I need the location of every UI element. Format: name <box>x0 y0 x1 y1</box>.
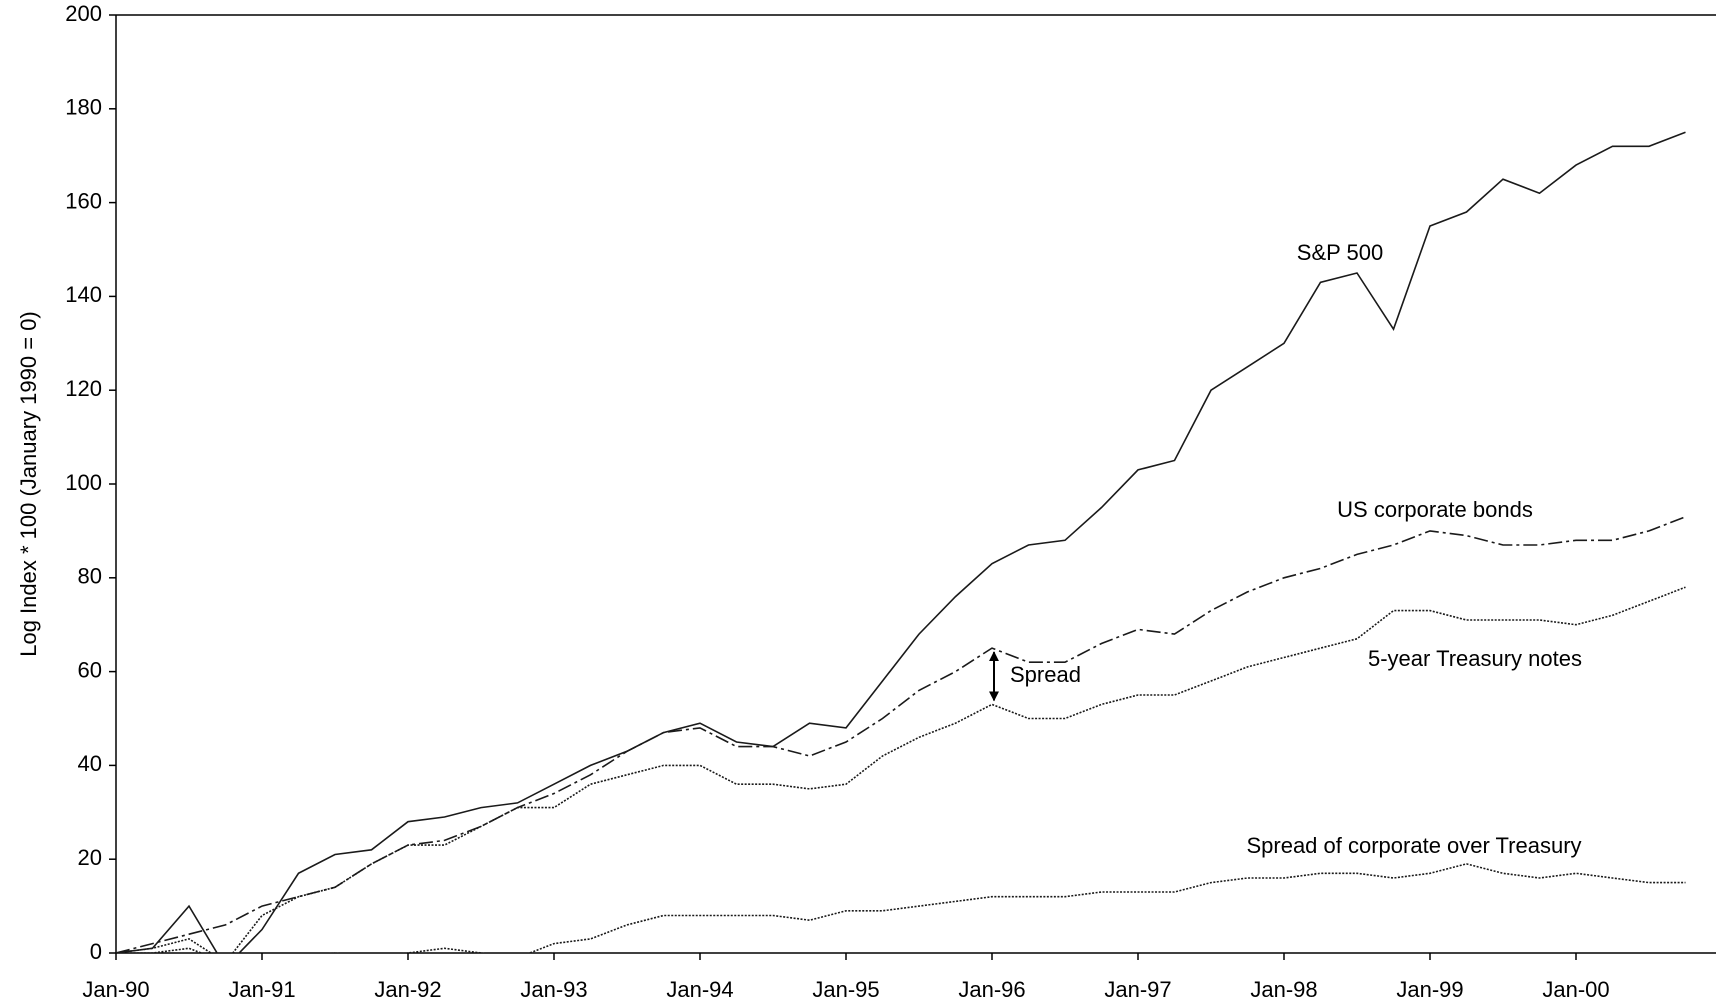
y-tick-label: 100 <box>65 470 102 495</box>
x-tick-label: Jan-99 <box>1396 977 1463 1002</box>
series-line <box>116 863 1686 953</box>
series-label: S&P 500 <box>1297 240 1383 265</box>
series-line <box>116 131 1686 953</box>
x-tick-label: Jan-98 <box>1250 977 1317 1002</box>
series-line <box>116 586 1686 953</box>
y-tick-label: 140 <box>65 282 102 307</box>
x-tick-label: Jan-93 <box>520 977 587 1002</box>
y-axis-label: Log Index * 100 (January 1990 = 0) <box>16 311 41 657</box>
x-tick-label: Jan-91 <box>228 977 295 1002</box>
y-tick-label: 200 <box>65 1 102 26</box>
series-line <box>116 516 1686 953</box>
y-tick-label: 20 <box>78 845 102 870</box>
y-tick-label: 160 <box>65 188 102 213</box>
series-label: 5-year Treasury notes <box>1368 646 1582 671</box>
x-tick-label: Jan-95 <box>812 977 879 1002</box>
y-tick-label: 60 <box>78 657 102 682</box>
y-tick-label: 40 <box>78 751 102 776</box>
x-tick-label: Jan-94 <box>666 977 733 1002</box>
y-tick-label: 120 <box>65 376 102 401</box>
plot-area <box>116 131 1686 953</box>
series-label: US corporate bonds <box>1337 497 1533 522</box>
x-tick-label: Jan-92 <box>374 977 441 1002</box>
x-tick-label: Jan-97 <box>1104 977 1171 1002</box>
x-tick-label: Jan-90 <box>82 977 149 1002</box>
x-tick-label: Jan-96 <box>958 977 1025 1002</box>
y-tick-label: 0 <box>90 939 102 964</box>
y-tick-label: 80 <box>78 564 102 589</box>
y-tick-label: 180 <box>65 95 102 120</box>
x-tick-label: Jan-00 <box>1542 977 1609 1002</box>
annotation: Spread <box>1010 662 1081 687</box>
series-label: Spread of corporate over Treasury <box>1246 833 1581 858</box>
